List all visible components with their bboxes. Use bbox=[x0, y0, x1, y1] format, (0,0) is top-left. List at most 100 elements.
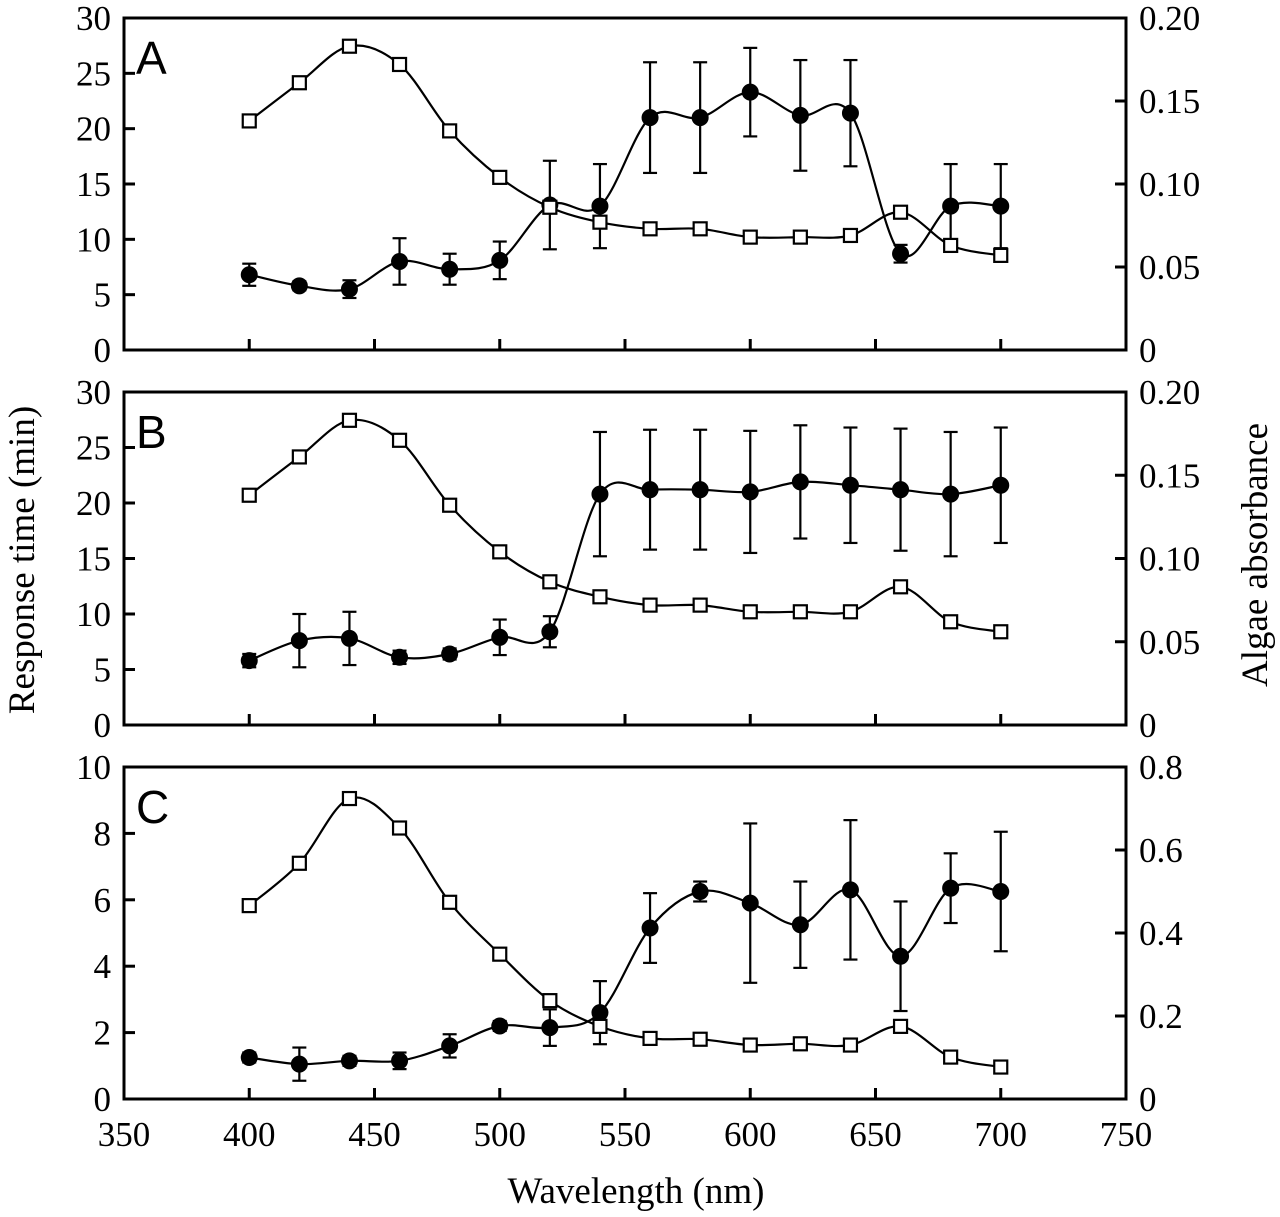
absorbance-point bbox=[692, 1031, 708, 1047]
y-right-tick-label: 0.20 bbox=[1139, 0, 1200, 38]
x-tick-label: 450 bbox=[348, 1115, 401, 1154]
absorbance-point bbox=[341, 38, 358, 54]
absorbance-point bbox=[742, 229, 758, 245]
absorbance-point bbox=[542, 574, 558, 590]
response-time-point bbox=[441, 1037, 459, 1055]
y-left-tick-label: 5 bbox=[94, 276, 112, 315]
response-time-point bbox=[741, 894, 759, 912]
x-tick-label: 350 bbox=[98, 1115, 151, 1154]
absorbance-point bbox=[391, 820, 408, 836]
absorbance-point bbox=[442, 123, 458, 139]
panel-a: A 0 5 10 15 20 25 30 0 0.05 0.10 0.15 0.20 bbox=[76, 0, 1200, 370]
absorbance-point bbox=[291, 855, 307, 871]
y-left-tick-label: 0 bbox=[94, 706, 112, 745]
response-time-point bbox=[240, 1049, 258, 1066]
response-time-point bbox=[691, 481, 709, 499]
response-time-point bbox=[491, 1017, 509, 1035]
response-time-point bbox=[942, 485, 960, 503]
absorbance-point bbox=[892, 1018, 909, 1034]
response-time-point bbox=[441, 645, 459, 663]
y-left-tick-label: 4 bbox=[94, 947, 112, 986]
y-left-tick-label: 30 bbox=[76, 0, 111, 38]
panels: A05101520253000.050.100.150.20B051015202… bbox=[76, 0, 1200, 1154]
response-time-point bbox=[591, 197, 609, 215]
panel-c: C 0 2 4 6 8 10 0 0.2 0.4 0.6 0.8 350 400 450 500 550 600 6… bbox=[76, 748, 1183, 1154]
response-time-point bbox=[892, 481, 910, 499]
absorbance-point bbox=[692, 221, 708, 237]
absorbance-point bbox=[892, 579, 909, 595]
y-right-tick-label: 0.20 bbox=[1139, 373, 1200, 412]
absorbance-point bbox=[993, 1059, 1009, 1075]
absorbance-point bbox=[842, 227, 859, 244]
panel-letter: A bbox=[136, 32, 167, 84]
y-right-tick-label: 0.4 bbox=[1139, 914, 1183, 953]
y-right-tick-label: 0.15 bbox=[1139, 456, 1200, 495]
x-tick-label: 750 bbox=[1100, 1115, 1153, 1154]
panel-b: B 0 5 10 15 20 25 30 0 0.05 0.10 0.15 0.20 bbox=[76, 373, 1200, 745]
response-time-point bbox=[841, 881, 859, 899]
y-left-tick-label: 30 bbox=[76, 373, 111, 412]
response-time-point bbox=[340, 280, 358, 298]
response-time-point bbox=[942, 879, 960, 897]
response-time-point bbox=[841, 476, 859, 494]
absorbance-point bbox=[892, 204, 909, 220]
response-time-point bbox=[691, 883, 709, 900]
x-axis-title: Wavelength (nm) bbox=[508, 1171, 765, 1212]
response-time-point bbox=[441, 260, 459, 278]
absorbance-point bbox=[993, 624, 1009, 640]
response-time-point bbox=[340, 629, 358, 647]
absorbance-point bbox=[442, 894, 458, 910]
y-left-tick-label: 8 bbox=[94, 814, 112, 853]
response-time-point bbox=[892, 245, 910, 263]
y-right-tick-label: 0.8 bbox=[1139, 748, 1183, 787]
y-right-tick-label: 0.05 bbox=[1139, 248, 1200, 287]
response-time-point bbox=[791, 916, 809, 934]
absorbance-point bbox=[391, 432, 408, 448]
response-time-point bbox=[791, 473, 809, 491]
y-left-tick-label: 10 bbox=[76, 748, 111, 787]
plot-frame bbox=[122, 765, 1128, 1101]
absorbance-point bbox=[592, 1018, 608, 1034]
y-right-tick-label: 0.10 bbox=[1139, 165, 1200, 204]
response-time-point bbox=[992, 197, 1010, 215]
absorbance-point bbox=[592, 589, 608, 605]
response-time-point bbox=[391, 252, 409, 270]
absorbance-point bbox=[492, 946, 508, 962]
y-left-tick-label: 2 bbox=[94, 1014, 112, 1053]
response-time-point bbox=[992, 476, 1010, 494]
panel-letter: B bbox=[136, 406, 167, 458]
response-time-point bbox=[391, 648, 409, 666]
absorbance-point bbox=[943, 614, 959, 630]
absorbance-point bbox=[642, 597, 658, 613]
y-axis-right-title: Algae absorbance bbox=[1235, 423, 1276, 687]
y-left-tick-label: 0 bbox=[94, 1080, 112, 1119]
y-left-tick-label: 15 bbox=[76, 540, 111, 579]
y-right-tick-label: 0.10 bbox=[1139, 540, 1200, 579]
panel-letter: C bbox=[136, 781, 169, 833]
absorbance-point bbox=[742, 604, 758, 620]
y-right-tick-label: 0.2 bbox=[1139, 997, 1183, 1036]
absorbance-point bbox=[492, 544, 508, 560]
absorbance-point bbox=[692, 597, 708, 613]
absorbance-point bbox=[291, 449, 307, 465]
response-time-point bbox=[391, 1052, 409, 1070]
absorbance-point bbox=[642, 1030, 658, 1047]
absorbance-point bbox=[291, 75, 307, 91]
response-time-point bbox=[240, 652, 258, 670]
absorbance-point bbox=[742, 1037, 758, 1053]
y-left-tick-label: 25 bbox=[76, 54, 111, 93]
absorbance-line bbox=[248, 418, 1002, 633]
absorbance-line bbox=[248, 44, 1002, 257]
response-time-point bbox=[841, 104, 859, 122]
absorbance-point bbox=[241, 487, 257, 503]
x-tick-label: 700 bbox=[975, 1115, 1028, 1154]
y-right-tick-label: 0.6 bbox=[1139, 831, 1183, 870]
response-time-point bbox=[290, 632, 308, 650]
plot-frame bbox=[122, 16, 1128, 352]
y-right-tick-label: 0.15 bbox=[1139, 82, 1200, 121]
response-time-point bbox=[240, 266, 258, 284]
y-axis-left-title: Response time (min) bbox=[2, 406, 43, 714]
y-right-tick-label: 0 bbox=[1139, 1080, 1157, 1119]
response-time-line bbox=[249, 882, 1001, 1066]
response-time-point bbox=[892, 947, 910, 965]
